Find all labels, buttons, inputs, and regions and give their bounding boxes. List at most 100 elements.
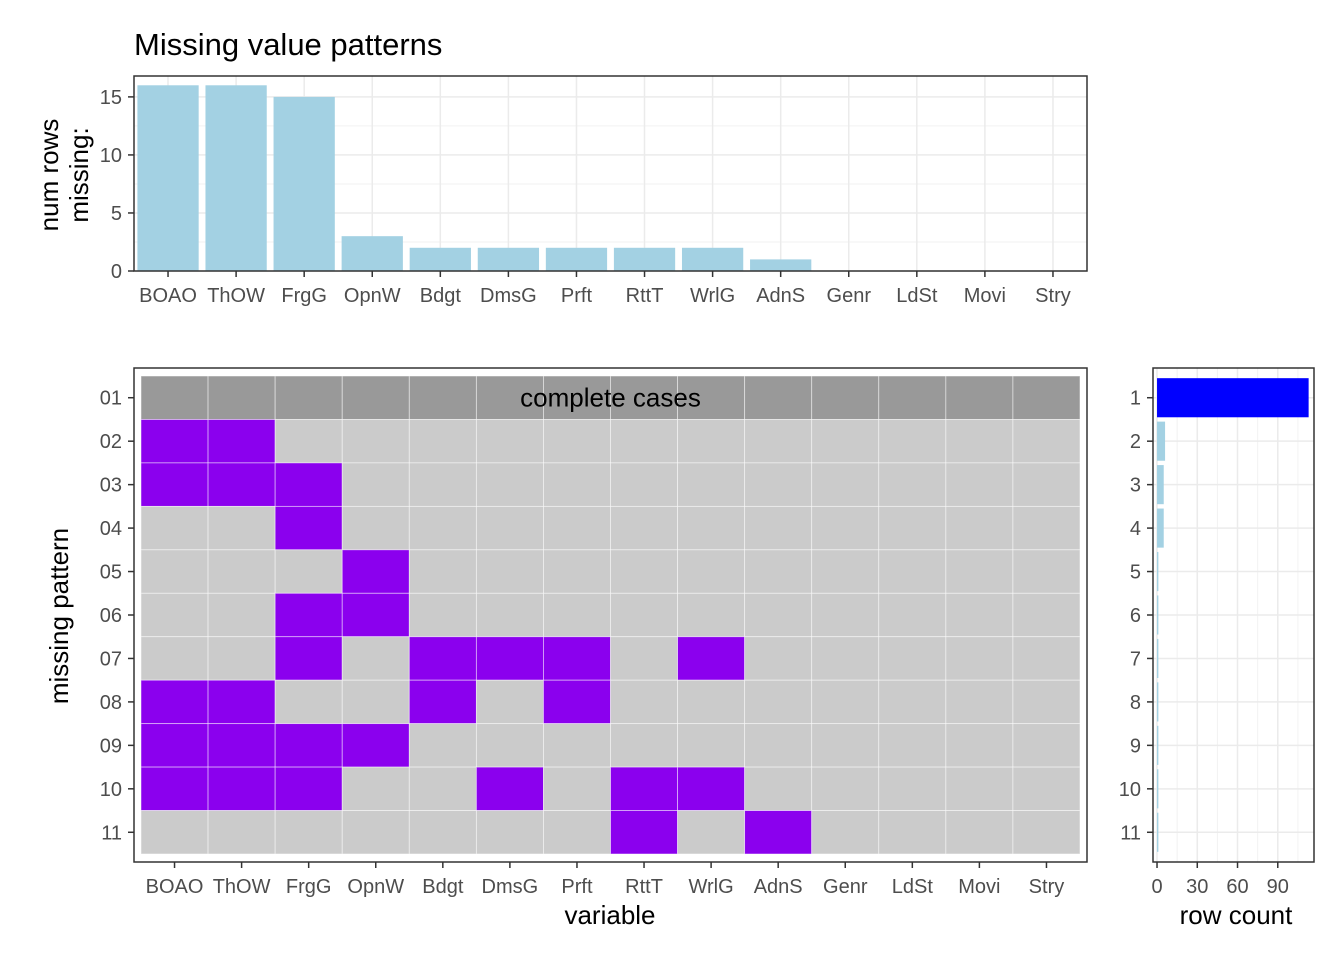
- heatmap-cell-02-RttT: [610, 419, 678, 464]
- heatmap-cell-05-WrlG: [677, 549, 746, 594]
- heatmap-cell-01-WrlG: [677, 375, 746, 420]
- heatmap-cell-02-Genr: [811, 419, 880, 464]
- top-bar-ThOW: [205, 85, 267, 272]
- heatmap-cell-05-AdnS: [744, 549, 813, 594]
- heatmap-xtick-label: OpnW: [347, 876, 404, 898]
- heatmap-cell-01-FrgG: [274, 375, 343, 420]
- heatmap-cell-11-Prft: [543, 810, 611, 855]
- rowcount-bar-5: [1157, 551, 1159, 592]
- heatmap-xtick-label: RttT: [625, 876, 663, 898]
- heatmap-cell-01-ThOW: [207, 375, 276, 420]
- top-bar-FrgG: [273, 96, 335, 272]
- top-bar-Prft: [545, 247, 608, 271]
- top-bar-panel: 0 5 10 15 BOAO ThOW FrgG OpnW Bdgt DmsG Prft RttT Wr…: [100, 75, 1088, 307]
- top-xtick-label: Bdgt: [420, 285, 462, 307]
- heatmap-cell-05-Stry: [1012, 549, 1081, 594]
- heatmap-cell-10-RttT: [610, 766, 678, 811]
- heatmap-cell-10-Bdgt: [408, 766, 477, 811]
- heatmap-cell-11-OpnW: [341, 810, 410, 855]
- heatmap-cell-04-Genr: [811, 505, 880, 551]
- heatmap-cell-01-Movi: [945, 375, 1014, 420]
- heatmap-cell-03-Stry: [1012, 462, 1081, 507]
- heatmap-cell-02-DmsG: [475, 419, 544, 464]
- top-xtick-label: LdSt: [896, 285, 938, 307]
- heatmap-cell-11-ThOW: [207, 810, 276, 855]
- heatmap-cell-10-BOAO: [140, 766, 209, 811]
- heatmap-cell-09-LdSt: [878, 723, 947, 768]
- heatmap-cell-05-Bdgt: [408, 549, 477, 594]
- heatmap-cell-01-LdSt: [878, 375, 947, 420]
- rowcount-xtick-label: 90: [1267, 876, 1289, 898]
- rowcount-ytick-label: 11: [1120, 822, 1141, 844]
- heatmap-cell-08-BOAO: [140, 679, 209, 725]
- heatmap-cell-06-Movi: [945, 592, 1014, 638]
- heatmap-cell-05-LdSt: [878, 549, 947, 594]
- heatmap-cell-02-Movi: [945, 419, 1014, 464]
- rowcount-bar-3: [1157, 465, 1164, 505]
- rowcount-ytick-label: 6: [1130, 605, 1141, 627]
- heatmap-cell-04-RttT: [610, 505, 678, 551]
- heatmap-cell-02-FrgG: [274, 419, 343, 464]
- heatmap-cell-06-Genr: [811, 592, 880, 638]
- heatmap-cell-07-LdSt: [878, 636, 947, 681]
- top-ytick-label: 10: [100, 145, 122, 167]
- heatmap-cell-02-Bdgt: [408, 419, 477, 464]
- top-ylabel-line1: num rows: [34, 119, 64, 232]
- heatmap-cell-11-DmsG: [475, 810, 544, 855]
- heatmap-cell-11-AdnS: [744, 810, 813, 855]
- heatmap-ytick-label: 01: [100, 388, 122, 410]
- heatmap-cell-11-Stry: [1012, 810, 1081, 855]
- top-bar-Bdgt: [409, 247, 471, 271]
- heatmap-cell-02-ThOW: [207, 419, 276, 464]
- heatmap-cell-02-BOAO: [140, 419, 209, 464]
- heatmap-cell-05-FrgG: [274, 549, 343, 594]
- rowcount-ytick-label: 10: [1119, 779, 1141, 801]
- top-ytick-label: 15: [100, 87, 122, 109]
- top-ytick-label: 0: [111, 261, 122, 283]
- heatmap-cell-04-WrlG: [677, 505, 746, 551]
- heatmap-cell-10-Prft: [543, 766, 611, 811]
- heatmap-cell-03-BOAO: [140, 462, 209, 507]
- heatmap-cell-07-OpnW: [341, 636, 410, 681]
- heatmap-cell-04-BOAO: [140, 505, 209, 551]
- top-xtick-label: FrgG: [281, 285, 327, 307]
- heatmap-xtick-label: Movi: [958, 876, 1000, 898]
- heatmap-xtick-label: AdnS: [754, 876, 803, 898]
- top-xtick-label: ThOW: [207, 285, 265, 307]
- heatmap-cell-03-ThOW: [207, 462, 276, 507]
- heatmap-cell-10-Movi: [945, 766, 1014, 811]
- heatmap-cell-06-DmsG: [475, 592, 544, 638]
- heatmap-xtick-label: Prft: [561, 876, 593, 898]
- heatmap-ytick-label: 05: [100, 562, 122, 584]
- top-panel-border: [133, 75, 1088, 272]
- heatmap-ytick-label: 04: [100, 518, 122, 540]
- heatmap-cell-03-OpnW: [341, 462, 410, 507]
- heatmap-cell-04-DmsG: [475, 505, 544, 551]
- heatmap-cell-05-OpnW: [341, 549, 410, 594]
- top-xtick-label: WrlG: [690, 285, 735, 307]
- rowcount-bar-10: [1157, 769, 1159, 809]
- complete-cases-label: complete cases: [520, 383, 701, 413]
- rowcount-bar-11: [1157, 812, 1159, 852]
- heatmap-cell-07-ThOW: [207, 636, 276, 681]
- heatmap-cell-07-Stry: [1012, 636, 1081, 681]
- heatmap-cell-04-ThOW: [207, 505, 276, 551]
- heatmap-cell-11-FrgG: [274, 810, 343, 855]
- heatmap-cell-07-RttT: [610, 636, 678, 681]
- top-xtick-label: Stry: [1035, 285, 1071, 307]
- heatmap-cell-10-DmsG: [475, 766, 544, 811]
- heatmap-cell-09-Movi: [945, 723, 1014, 768]
- heatmap-cell-03-RttT: [610, 462, 678, 507]
- heatmap-cell-10-FrgG: [274, 766, 343, 811]
- top-bar-RttT: [613, 247, 676, 271]
- heatmap-cell-06-Stry: [1012, 592, 1081, 638]
- heatmap-cell-08-LdSt: [878, 679, 947, 725]
- heatmap-cell-08-Prft: [543, 679, 611, 725]
- heatmap-cell-03-Movi: [945, 462, 1014, 507]
- heatmap-ytick-label: 06: [100, 605, 122, 627]
- top-bar-DmsG: [477, 247, 540, 271]
- heatmap-cell-03-AdnS: [744, 462, 813, 507]
- rowcount-ytick-label: 9: [1130, 735, 1141, 757]
- heatmap-cell-11-Bdgt: [408, 810, 477, 855]
- top-xtick-label: Genr: [827, 285, 872, 307]
